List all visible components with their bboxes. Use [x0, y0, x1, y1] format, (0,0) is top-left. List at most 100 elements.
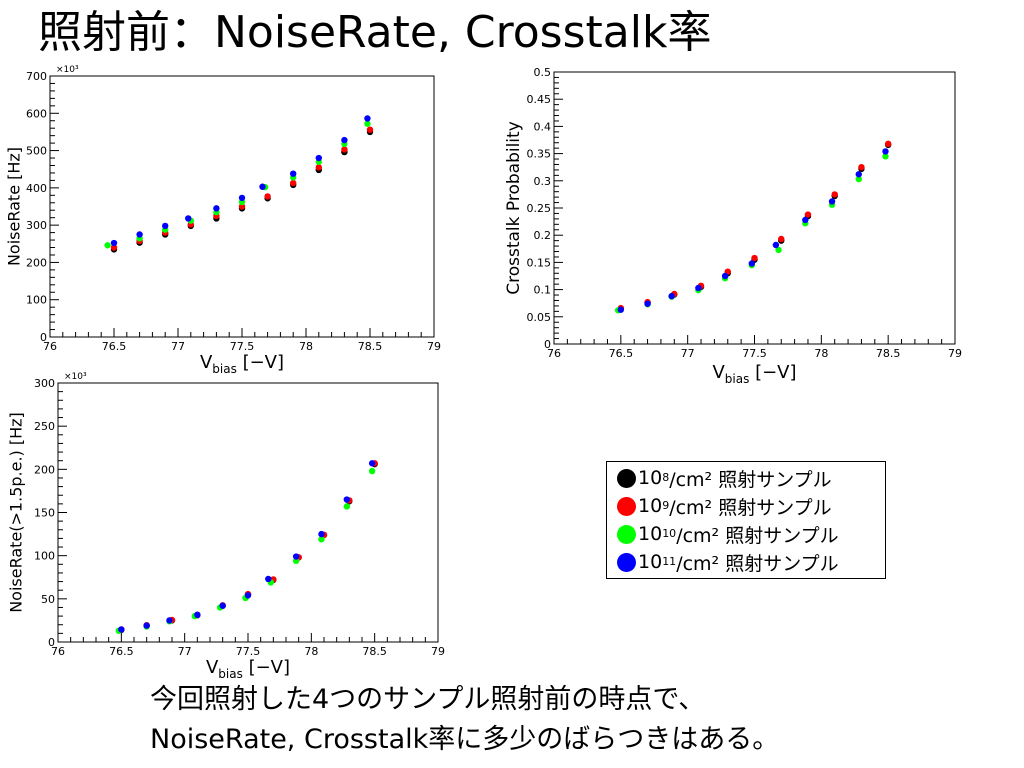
x-tick-label: 76.5: [109, 645, 134, 658]
legend: 10 8/cm² 照射サンプル 10 9/cm² 照射サンプル 10 10/cm² 照…: [606, 461, 886, 579]
y-axis-label: NoiseRate [Hz]: [5, 147, 24, 266]
y-tick-label: 0.1: [534, 284, 552, 297]
y-tick-label: 200: [26, 256, 47, 269]
data-point: [194, 611, 201, 619]
y-multiplier-label: ×10³: [56, 65, 79, 75]
y-tick-label: 0.05: [527, 311, 552, 324]
x-tick-label: 78: [814, 347, 828, 360]
x-tick-label: 78: [304, 645, 318, 658]
crosstalk-chart: 76 76.5 77 77.5 78 78.5 79 0 0.05 0.1 0.15 0.2 0.25 0…: [504, 66, 962, 386]
data-point: [343, 496, 350, 503]
legend-base: 10: [638, 551, 663, 573]
data-point: [831, 191, 838, 198]
data-point: [292, 553, 300, 560]
legend-suffix: /cm² 照射サンプル: [676, 552, 839, 575]
data-point: [341, 146, 348, 153]
y-axis-label: NoiseRate(>1.5p.e.) [Hz]: [7, 412, 26, 613]
y-tick-label: 100: [26, 294, 47, 307]
data-point: [721, 272, 729, 280]
y-tick-label: 300: [34, 377, 55, 390]
x-tick-label: 79: [948, 347, 962, 360]
legend-item-1e10: 10 10/cm² 照射サンプル: [617, 520, 885, 548]
data-point: [343, 503, 350, 510]
data-point: [778, 235, 785, 243]
x-tick-label: 76.5: [609, 347, 634, 360]
y-tick-label: 0.35: [527, 148, 552, 161]
y-axis-label: Crosstalk Probability: [504, 121, 524, 295]
x-tick-label: 76: [51, 645, 65, 658]
slide-title: 照射前：NoiseRate, Crosstalk率: [38, 7, 712, 58]
data-point: [315, 164, 322, 171]
noiserate-chart: 76 76.5 77 77.5 78 78.5 79 0 100 200 300 400 500 600 7…: [5, 65, 442, 376]
data-point: [162, 222, 169, 230]
x-tick-label: 79: [427, 340, 441, 353]
x-tick-label: 76: [547, 347, 561, 360]
data-point: [364, 120, 371, 127]
legend-suffix: /cm² 照射サンプル: [669, 496, 832, 519]
x-tick-label: 78: [299, 340, 313, 353]
y-tick-label: 500: [26, 145, 47, 158]
legend-marker: [617, 524, 636, 544]
y-tick-label: 150: [34, 507, 55, 520]
data-point: [644, 300, 651, 307]
data-point: [136, 231, 143, 238]
y-tick-label: 0.4: [534, 120, 552, 133]
data-point: [238, 203, 246, 210]
y-tick-label: 0.45: [527, 93, 552, 106]
y-tick-label: 0.2: [534, 229, 552, 242]
data-point: [855, 175, 862, 183]
data-point: [185, 215, 192, 222]
y-tick-label: 250: [34, 420, 55, 433]
legend-item-1e9: 10 9/cm² 照射サンプル: [617, 492, 885, 520]
y-tick-label: 50: [41, 593, 55, 606]
data-point: [318, 530, 325, 538]
data-point: [110, 239, 118, 247]
data-point: [748, 260, 756, 267]
x-axis-label: Vbias [−V]: [200, 352, 284, 376]
data-point: [213, 205, 220, 212]
data-point: [802, 216, 809, 224]
plot-frame: [553, 71, 956, 345]
legend-suffix: /cm² 照射サンプル: [676, 524, 839, 547]
y-tick-label: 0: [48, 636, 55, 649]
x-tick-label: 79: [431, 645, 445, 658]
data-point: [772, 241, 780, 249]
x-tick-label: 77: [681, 347, 695, 360]
y-tick-label: 700: [26, 70, 47, 83]
data-point: [264, 193, 271, 200]
data-point: [315, 154, 322, 162]
data-point: [290, 179, 297, 187]
y-tick-label: 300: [26, 219, 47, 232]
data-point: [368, 460, 376, 467]
data-point: [364, 115, 371, 122]
x-tick-label: 78.5: [358, 340, 383, 353]
data-point: [259, 183, 266, 190]
data-point: [238, 194, 246, 202]
y-tick-label: 0.15: [527, 256, 552, 269]
data-point: [884, 140, 892, 148]
data-point: [368, 467, 376, 475]
noiserate-1p5pe-chart: 76 76.5 77 77.5 78 78.5 79 0 50 100 150 200 250 300 ×1…: [7, 372, 446, 681]
x-tick-label: 77.5: [230, 340, 255, 353]
legend-base: 10: [638, 523, 663, 545]
data-point: [290, 170, 297, 177]
data-point: [341, 136, 348, 144]
y-tick-label: 0: [544, 338, 551, 351]
data-point: [668, 292, 675, 300]
legend-base: 10: [638, 467, 663, 489]
x-tick-label: 76.5: [102, 340, 127, 353]
caption-line-2: NoiseRate, Crosstalk率に多少のばらつきはある。: [150, 724, 780, 755]
x-tick-label: 77: [171, 340, 185, 353]
y-tick-label: 0.3: [534, 175, 552, 188]
data-point: [143, 622, 150, 629]
plot-frame: [57, 382, 439, 643]
legend-marker: [617, 468, 636, 488]
y-tick-label: 200: [34, 463, 55, 476]
data-point: [265, 575, 272, 583]
data-point: [617, 306, 625, 313]
x-tick-label: 78.5: [876, 347, 901, 360]
caption-line-1: 今回照射した4つのサンプル照射前の時点で、: [150, 684, 706, 715]
data-point: [751, 254, 758, 262]
x-tick-label: 78.5: [362, 645, 387, 658]
